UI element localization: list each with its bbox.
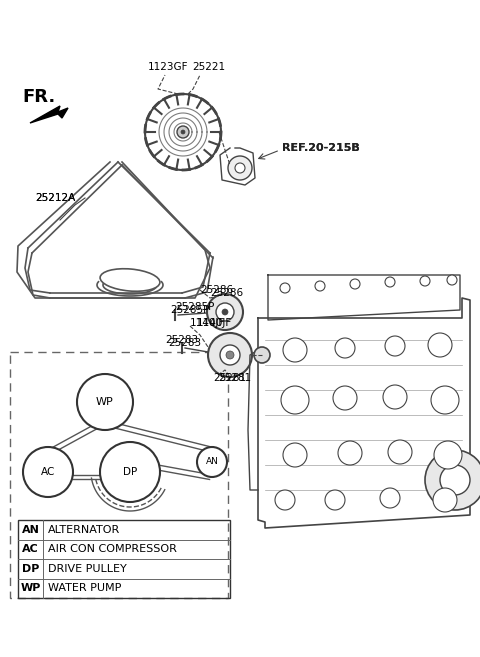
Text: 25212A: 25212A — [35, 193, 75, 203]
Circle shape — [235, 163, 245, 173]
Polygon shape — [30, 106, 68, 123]
Circle shape — [434, 441, 462, 469]
Circle shape — [431, 386, 459, 414]
Circle shape — [428, 333, 452, 357]
Circle shape — [177, 126, 189, 138]
Circle shape — [333, 386, 357, 410]
Text: WP: WP — [20, 583, 41, 593]
Circle shape — [383, 385, 407, 409]
Text: AN: AN — [22, 525, 39, 535]
Circle shape — [220, 345, 240, 365]
Text: REF.20-215B: REF.20-215B — [282, 143, 360, 153]
Circle shape — [388, 440, 412, 464]
Circle shape — [433, 488, 457, 512]
Text: 25283: 25283 — [165, 335, 198, 345]
Text: 1140JF: 1140JF — [197, 318, 232, 328]
Circle shape — [281, 386, 309, 414]
Text: 25221: 25221 — [192, 62, 225, 72]
Circle shape — [222, 309, 228, 315]
Circle shape — [385, 336, 405, 356]
Circle shape — [283, 338, 307, 362]
Circle shape — [100, 442, 160, 502]
Text: DP: DP — [123, 467, 137, 477]
Text: WP: WP — [96, 397, 114, 407]
Text: 25286: 25286 — [210, 288, 243, 298]
Text: DP: DP — [22, 564, 39, 574]
Text: DRIVE PULLEY: DRIVE PULLEY — [48, 564, 127, 574]
Text: 25286: 25286 — [200, 285, 233, 295]
Bar — [10, 352, 228, 598]
Circle shape — [181, 130, 185, 134]
Text: REF.20-215B: REF.20-215B — [282, 143, 360, 153]
Text: FR.: FR. — [22, 88, 55, 106]
Circle shape — [228, 156, 252, 180]
Circle shape — [208, 333, 252, 377]
Ellipse shape — [100, 269, 160, 291]
Circle shape — [23, 447, 73, 497]
Circle shape — [425, 450, 480, 510]
Circle shape — [350, 279, 360, 289]
Circle shape — [226, 351, 234, 359]
Text: AC: AC — [22, 544, 39, 555]
Text: WATER PUMP: WATER PUMP — [48, 583, 121, 593]
Circle shape — [420, 276, 430, 286]
Circle shape — [207, 294, 243, 330]
Circle shape — [197, 447, 227, 477]
Text: 25283: 25283 — [168, 338, 201, 348]
Circle shape — [440, 465, 470, 495]
Circle shape — [275, 490, 295, 510]
Circle shape — [315, 281, 325, 291]
Circle shape — [280, 283, 290, 293]
Circle shape — [216, 303, 234, 321]
Bar — [18, 520, 230, 598]
Text: 25281: 25281 — [213, 373, 246, 383]
Text: ALTERNATOR: ALTERNATOR — [48, 525, 120, 535]
Circle shape — [338, 441, 362, 465]
Circle shape — [77, 374, 133, 430]
Text: 25212A: 25212A — [35, 193, 75, 203]
Text: AIR CON COMPRESSOR: AIR CON COMPRESSOR — [48, 544, 177, 555]
Text: 1140JF: 1140JF — [190, 318, 225, 328]
Circle shape — [254, 347, 270, 363]
Circle shape — [380, 488, 400, 508]
Circle shape — [385, 277, 395, 287]
Text: 25285P: 25285P — [170, 305, 209, 315]
Circle shape — [447, 275, 457, 285]
Text: 25285P: 25285P — [175, 302, 215, 312]
Text: 25281: 25281 — [218, 373, 251, 383]
Circle shape — [283, 443, 307, 467]
Circle shape — [325, 490, 345, 510]
Circle shape — [335, 338, 355, 358]
Text: 1123GF: 1123GF — [148, 62, 189, 72]
Text: AN: AN — [205, 457, 218, 466]
Text: AC: AC — [41, 467, 55, 477]
